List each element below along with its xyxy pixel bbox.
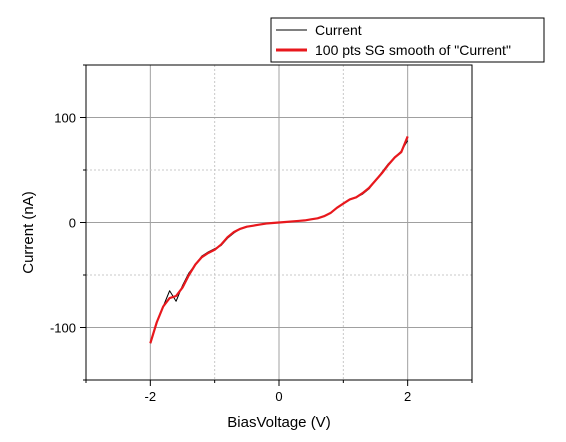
axis-ticks: -2 0 2 -100 0 100	[50, 64, 473, 404]
legend-label-smooth: 100 pts SG smooth of "Current"	[315, 42, 511, 58]
y-axis-label: Current (nA)	[20, 191, 37, 274]
y-tick-label-1: 0	[69, 216, 76, 231]
y-tick-label-2: 100	[54, 111, 76, 126]
series-sg-smooth	[149, 135, 409, 344]
x-tick-label-2: 2	[404, 389, 411, 404]
series-layer	[149, 135, 409, 344]
x-tick-label-1: 0	[275, 389, 282, 404]
legend-box	[270, 17, 545, 63]
y-tick-label-0: -100	[50, 321, 76, 336]
legend: Current 100 pts SG smooth of "Current"	[270, 17, 545, 63]
x-axis-label: BiasVoltage (V)	[227, 414, 330, 431]
x-tick-label-0: -2	[145, 389, 157, 404]
legend-label-current: Current	[315, 22, 362, 38]
